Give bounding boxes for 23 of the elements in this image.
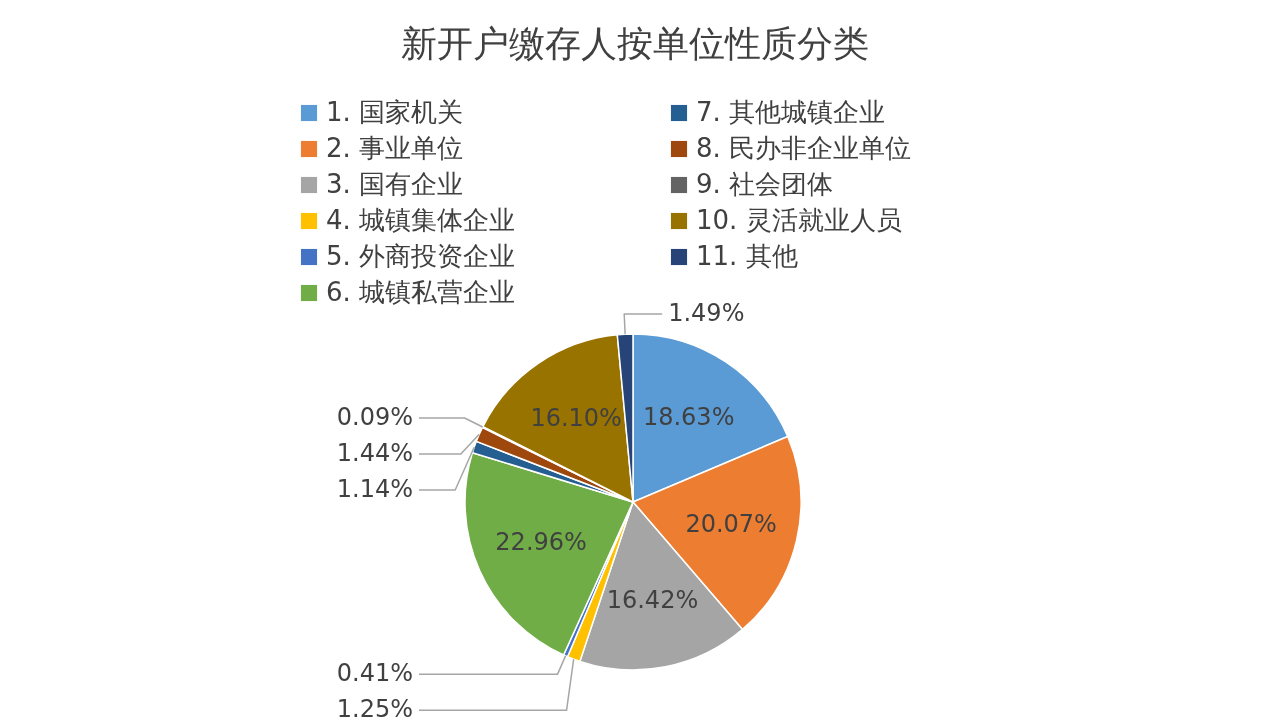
legend-label: 5. 外商投资企业 (326, 241, 516, 271)
data-label: 1.49% (668, 299, 745, 328)
data-label: 16.42% (606, 585, 699, 614)
legend-label: 7. 其他城镇企业 (696, 97, 886, 127)
chart-title: 新开户缴存人按单位性质分类 (400, 23, 869, 64)
data-label: 0.09% (336, 403, 413, 431)
legend-label: 3. 国有企业 (326, 169, 464, 199)
legend-label: 8. 民办非企业单位 (696, 133, 912, 163)
legend-label: 6. 城镇私营企业 (326, 277, 516, 307)
legend-label: 11. 其他 (696, 241, 798, 271)
data-label: 1.14% (336, 475, 413, 503)
data-label: 22.96% (495, 528, 587, 557)
data-label: 20.07% (685, 510, 777, 539)
data-label: 1.25% (336, 695, 413, 718)
data-label: 18.63% (642, 402, 735, 431)
legend-label: 1. 国家机关 (326, 97, 464, 127)
legend-label: 9. 社会团体 (696, 169, 834, 199)
legend-label: 10. 灵活就业人员 (696, 205, 902, 235)
data-label: 1.44% (336, 439, 413, 467)
data-label: 0.41% (336, 659, 413, 688)
data-label: 16.10% (530, 403, 622, 432)
legend-label: 4. 城镇集体企业 (326, 205, 516, 235)
legend-label: 2. 事业单位 (326, 133, 464, 163)
